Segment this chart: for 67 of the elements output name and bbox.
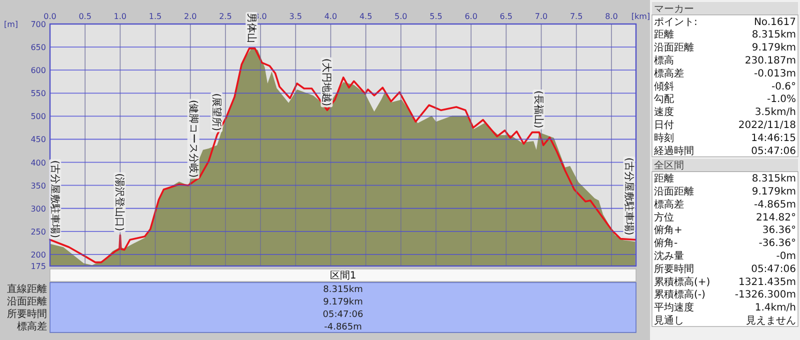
y-tick-label: 450: [30, 135, 46, 144]
text: 累積標高(+) 1321.435m: [654, 276, 796, 288]
y-axis-title: [m]: [4, 20, 18, 29]
text: 沿面距離 9.179km: [654, 186, 796, 198]
text: 見通し 見えません: [654, 316, 796, 326]
x-tick-label: 2.5: [219, 12, 232, 21]
text: 標高差 -4.865m: [17, 322, 362, 332]
x-tick-label: 1.5: [148, 12, 162, 21]
annotation: (大円地越): [320, 58, 333, 106]
text: 直線距離 8.315km: [7, 284, 363, 295]
text: ポイント: No.1617: [654, 16, 796, 28]
y-tick-label: 700: [30, 20, 46, 29]
y-tick-label: 350: [30, 181, 46, 190]
annotation: (健脚コース分岐): [187, 100, 200, 178]
x-tick-label: 4.0: [324, 12, 338, 21]
text: 日付 2022/11/18: [654, 120, 796, 131]
annotation: (湯沢登山口): [114, 173, 126, 232]
y-tick-label: 175: [30, 262, 46, 271]
text: 標高差 -0.013m: [654, 68, 796, 80]
x-tick-label: 8.0: [605, 12, 618, 21]
y-tick-label: 300: [30, 204, 46, 214]
annotation: (古分屋敷駐車場): [49, 160, 62, 238]
text: 方位 214.82°: [654, 212, 796, 224]
x-tick-label: 1.0: [114, 12, 127, 21]
x-tick-label: 4.5: [359, 12, 372, 21]
y-tick-label: 600: [30, 66, 46, 76]
y-tick-label: 400: [30, 158, 46, 168]
text: 沿面距離 9.179km: [654, 42, 796, 54]
text: 距離 8.315km: [654, 30, 796, 41]
x-tick-label: 7.5: [570, 12, 583, 21]
annotation: (古分屋敷駐車場): [623, 157, 636, 236]
y-tick-label: 200: [30, 250, 46, 260]
text: 速度 3.5km/h: [654, 107, 796, 118]
text: 所要時間 05:47:06: [7, 309, 364, 320]
text: 経過時間 05:47:06: [654, 146, 796, 157]
y-tick-label: 550: [30, 89, 46, 98]
text: 俯角+ 36.36°: [654, 225, 796, 236]
text: 沿面距離 9.179km: [7, 296, 363, 308]
x-tick-label: 0.5: [78, 12, 92, 21]
x-tick-label: 0.0: [44, 12, 56, 21]
text: 標高差 -4.865m: [654, 199, 796, 210]
annotation: (長福山): [532, 90, 545, 128]
x-tick-label: 3.5: [289, 12, 302, 21]
text: 俯角- -36.36°: [654, 238, 796, 250]
text: 全区間: [654, 160, 684, 172]
y-tick-label: 500: [30, 112, 46, 122]
x-tick-label: 5.5: [430, 12, 442, 21]
x-axis-title: [km]: [631, 12, 650, 21]
text: 平均速度 1.4km/h: [654, 302, 796, 314]
text: 時刻 14:46:15: [654, 132, 796, 144]
x-tick-label: 2.0: [184, 12, 197, 21]
annotation: (展望所): [210, 93, 223, 132]
x-tick-label: 6.5: [500, 12, 513, 21]
text: 勾配 -1.0%: [654, 94, 796, 106]
y-tick-label: 650: [30, 43, 46, 52]
x-tick-label: 5.0: [394, 12, 408, 21]
text: 所要時間 05:47:06: [654, 264, 796, 275]
text: 標高 230.187m: [654, 56, 796, 66]
text: 傾斜 -0.6°: [654, 81, 796, 92]
y-tick-label: 250: [30, 227, 46, 236]
text: 沈み量 -0m: [654, 251, 796, 262]
x-tick-label: 6.0: [464, 12, 478, 21]
text: 累積標高(-) -1326.300m: [654, 290, 796, 301]
x-tick-label: 7.0: [534, 12, 548, 21]
text: 距離 8.315km: [654, 174, 796, 185]
text: 区間1: [330, 270, 356, 282]
text: マーカー: [654, 4, 694, 15]
